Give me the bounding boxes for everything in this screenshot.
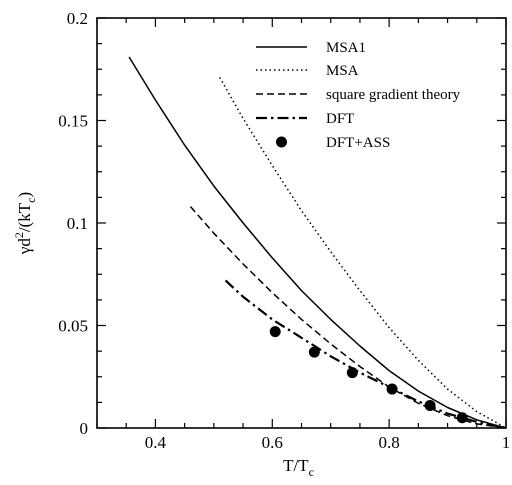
- dft-ass-point: [424, 399, 436, 411]
- dft-ass-point: [386, 383, 398, 395]
- series-line-msa: [219, 77, 507, 429]
- legend-label: MSA: [326, 63, 359, 79]
- legend-marker: [276, 136, 287, 148]
- dft-ass-point: [346, 367, 358, 379]
- x-tick-label: 1: [502, 433, 511, 452]
- x-tick-label: 0.6: [262, 433, 283, 452]
- dft-ass-point: [308, 346, 320, 358]
- legend-label: DFT+ASS: [326, 135, 390, 151]
- legend: MSA1 MSA square gradient theory DFT DFT+ASS: [256, 40, 461, 151]
- dft-ass-point: [456, 412, 468, 424]
- y-tick-label: 0.05: [58, 317, 88, 336]
- y-tick-label: 0.1: [67, 214, 88, 233]
- dft-ass-point: [269, 326, 281, 338]
- legend-label: DFT: [326, 111, 354, 127]
- legend-label: MSA1: [326, 40, 366, 56]
- x-tick-label: 0.4: [145, 433, 167, 452]
- ticks-layer: 0.4 0.6 0.8 1 0 0.05 0.1 0.15 0.2: [58, 9, 510, 452]
- plot-frame: [96, 17, 507, 429]
- legend-label: square gradient theory: [326, 87, 461, 103]
- x-tick-label: 0.8: [379, 433, 400, 452]
- x-axis-label: T/Tc: [283, 456, 314, 479]
- y-tick-label: 0.15: [58, 112, 88, 131]
- series-line-dft: [224, 279, 507, 430]
- y-tick-label: 0: [80, 419, 89, 438]
- y-axis-label: γd2/(kTc): [12, 192, 38, 255]
- series-line-square-gradient-theory: [189, 206, 507, 429]
- y-tick-label: 0.2: [67, 9, 88, 28]
- series-line-msa1: [128, 56, 507, 429]
- series-layer: [128, 56, 507, 430]
